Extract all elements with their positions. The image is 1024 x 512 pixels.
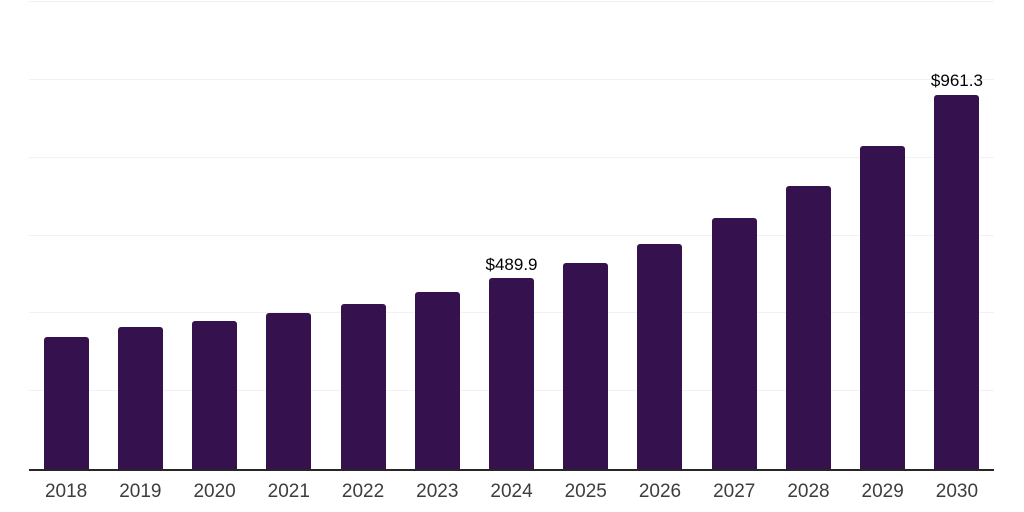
bar[interactable] bbox=[266, 312, 312, 469]
bar[interactable] bbox=[489, 278, 535, 469]
x-tick-label: 2026 bbox=[638, 481, 682, 502]
x-tick-label: 2028 bbox=[787, 481, 830, 502]
bar[interactable] bbox=[117, 326, 163, 469]
bar[interactable] bbox=[192, 320, 238, 469]
x-tick-label: 2027 bbox=[713, 481, 756, 502]
bar-slot bbox=[103, 2, 177, 469]
bar-slot bbox=[400, 2, 474, 469]
plot-area: $489.9 $961.3 bbox=[29, 1, 994, 471]
bar[interactable] bbox=[43, 337, 89, 469]
x-tick-label: 2023 bbox=[416, 481, 459, 502]
bar[interactable] bbox=[711, 218, 757, 469]
bar-slot bbox=[771, 2, 845, 469]
bar[interactable] bbox=[563, 263, 609, 469]
bar-slot bbox=[623, 2, 697, 469]
bar[interactable] bbox=[860, 146, 906, 469]
bar[interactable] bbox=[785, 186, 831, 469]
value-label: $489.9 bbox=[485, 254, 538, 274]
bar-slot bbox=[252, 2, 326, 469]
bar-slot: $489.9 bbox=[474, 2, 548, 469]
x-tick-label: 2020 bbox=[193, 481, 236, 502]
x-tick-label: 2030 bbox=[935, 481, 979, 502]
x-axis-tick-labels: 2018 2019 2020 2021 2022 2023 2024 2025 2026 2027… bbox=[29, 481, 994, 503]
bar-slot bbox=[846, 2, 920, 469]
bar[interactable] bbox=[934, 94, 980, 469]
bar-slot bbox=[326, 2, 400, 469]
x-tick-label: 2019 bbox=[119, 481, 162, 502]
bar[interactable] bbox=[340, 303, 386, 469]
bar-slot bbox=[697, 2, 771, 469]
x-tick-label: 2025 bbox=[564, 481, 607, 502]
x-tick-label: 2018 bbox=[44, 481, 88, 502]
bars-container: $489.9 $961.3 bbox=[29, 2, 994, 469]
value-label: $961.3 bbox=[930, 71, 983, 91]
x-tick-label: 2029 bbox=[861, 481, 904, 502]
x-tick-label: 2024 bbox=[490, 481, 533, 502]
bar-slot bbox=[177, 2, 251, 469]
bar-slot: $961.3 bbox=[920, 2, 994, 469]
bar-slot bbox=[549, 2, 623, 469]
bar[interactable] bbox=[637, 243, 683, 469]
x-tick-label: 2022 bbox=[341, 481, 385, 502]
x-tick-label: 2021 bbox=[267, 481, 310, 502]
bar[interactable] bbox=[414, 292, 460, 469]
bar-slot bbox=[29, 2, 103, 469]
